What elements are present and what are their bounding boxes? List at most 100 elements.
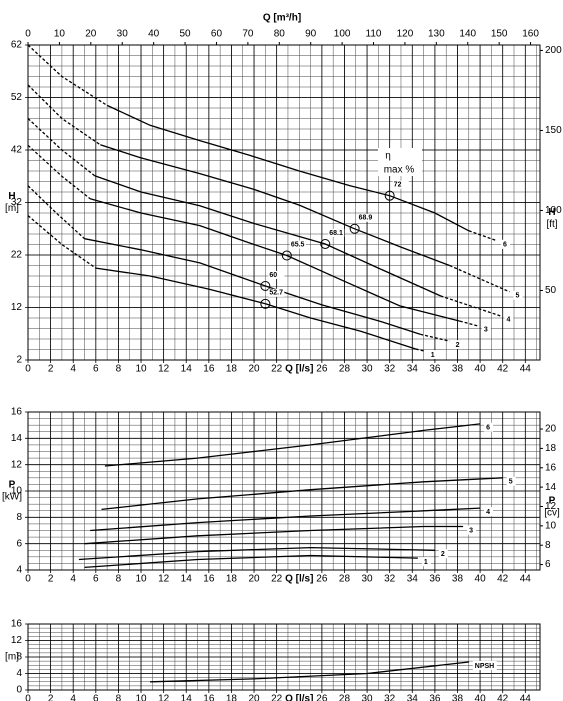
- curve-label: 1: [431, 352, 435, 359]
- y-tick-label: 52: [11, 92, 23, 103]
- x-tick-label: 36: [429, 364, 441, 375]
- x-tick-label: 20: [248, 694, 260, 701]
- curve: [100, 144, 450, 267]
- efficiency-label: 68.9: [359, 215, 373, 222]
- curve-label-bg: [472, 660, 497, 670]
- curve-label-bg: [484, 422, 494, 432]
- x-tick-label: 38: [452, 574, 464, 585]
- x-tick-label: 26: [316, 694, 328, 701]
- x-tick-label: 16: [203, 694, 215, 701]
- curve: [27, 44, 108, 106]
- x-tick-label: 18: [226, 694, 238, 701]
- x-tick-label: 36: [429, 574, 441, 585]
- curve-label: 2: [456, 342, 460, 349]
- y-axis-unit: [kW]: [2, 492, 22, 503]
- y2-tick-label: 50: [545, 285, 557, 296]
- x2-tick-label: 70: [242, 29, 254, 40]
- x-tick-label: 16: [203, 364, 215, 375]
- y-tick-label: 62: [11, 40, 23, 51]
- x2-tick-label: 20: [85, 29, 97, 40]
- curve: [90, 198, 460, 322]
- x-tick-label: 42: [497, 694, 509, 701]
- x2-tick-label: 0: [25, 29, 31, 40]
- x-tick-label: 18: [226, 574, 238, 585]
- x2-tick-label: 30: [117, 29, 129, 40]
- x-tick-label: 18: [226, 364, 238, 375]
- curve-label-bg: [506, 476, 516, 486]
- efficiency-label: 68.1: [329, 230, 343, 237]
- efficiency-label-bg: [357, 213, 374, 222]
- efficiency-label-bg: [289, 240, 306, 249]
- x-tick-label: 22: [271, 364, 283, 375]
- curve: [84, 525, 464, 545]
- efficiency-point: [384, 190, 395, 201]
- x-tick-label: 0: [25, 574, 31, 585]
- curve-label-bg: [481, 324, 491, 334]
- curve: [27, 118, 96, 177]
- x2-axis-label: Q [m³/h]: [263, 13, 301, 24]
- x2-tick-label: 10: [54, 29, 66, 40]
- curve: [84, 238, 421, 335]
- x-tick-label: 30: [362, 364, 374, 375]
- curve: [104, 423, 481, 467]
- efficiency-point: [320, 238, 331, 249]
- curve-label: 4: [486, 509, 490, 516]
- curve: [420, 333, 450, 342]
- curve: [150, 661, 469, 683]
- x-tick-label: 6: [93, 694, 99, 701]
- efficiency-label-bg: [328, 228, 345, 237]
- y2-axis-label: H: [548, 207, 555, 218]
- curve-label: 4: [506, 317, 510, 324]
- curve: [27, 185, 85, 240]
- efficiency-label-bg: [268, 288, 285, 297]
- efficiency-label-bg: [268, 270, 285, 279]
- panel: 0 2 4 6 8 10 12 14 16 18 20 22 26 28 30 32 34 36 38 40 42 44Q…: [5, 13, 562, 375]
- x-tick-label: 4: [70, 694, 76, 701]
- efficiency-unit: max %: [384, 165, 415, 176]
- curve: [440, 295, 501, 317]
- x-tick-label: 28: [339, 694, 351, 701]
- x-tick-label: 12: [158, 574, 170, 585]
- y-tick-label: 12: [11, 302, 23, 313]
- x2-tick-label: 100: [334, 29, 351, 40]
- efficiency-label: 72: [394, 182, 402, 189]
- y-axis-unit: [m]: [5, 652, 19, 663]
- curve: [95, 267, 416, 350]
- x-tick-label: 26: [316, 574, 328, 585]
- x-tick-label: 34: [407, 364, 419, 375]
- x-tick-label: 38: [452, 694, 464, 701]
- x2-tick-label: 80: [274, 29, 286, 40]
- x-tick-label: 28: [339, 574, 351, 585]
- x-tick-label: 40: [475, 574, 487, 585]
- y-tick-label: 14: [11, 433, 23, 444]
- efficiency-point: [260, 280, 271, 291]
- x2-tick-label: 50: [179, 29, 191, 40]
- y-axis-label: H: [8, 191, 15, 202]
- x-tick-label: 0: [25, 364, 31, 375]
- curve-label-bg: [484, 507, 494, 517]
- curve: [84, 554, 418, 569]
- curve-label: 6: [503, 242, 507, 249]
- x2-tick-label: 160: [522, 29, 539, 40]
- y2-axis-unit: [ft]: [546, 219, 557, 230]
- y-tick-label: 4: [16, 565, 22, 576]
- efficiency-label: 65.5: [291, 241, 305, 248]
- curve: [101, 477, 503, 511]
- x-tick-label: 8: [116, 574, 122, 585]
- y-tick-label: 4: [16, 668, 22, 679]
- y2-axis-label: P: [549, 496, 556, 507]
- x-tick-label: 34: [407, 574, 419, 585]
- curve-label: 1: [424, 559, 428, 566]
- x2-tick-label: 120: [397, 29, 414, 40]
- curve-label-bg: [438, 549, 448, 559]
- x2-tick-label: 130: [428, 29, 445, 40]
- curve-label-bg: [428, 350, 438, 360]
- curve-label: 3: [469, 527, 473, 534]
- y-tick-label: 10: [11, 486, 23, 497]
- curve-label-bg: [501, 239, 511, 249]
- y-tick-label: 16: [11, 407, 23, 418]
- x-tick-label: 30: [362, 694, 374, 701]
- x-tick-label: 40: [475, 364, 487, 375]
- y2-tick-label: 200: [545, 45, 562, 56]
